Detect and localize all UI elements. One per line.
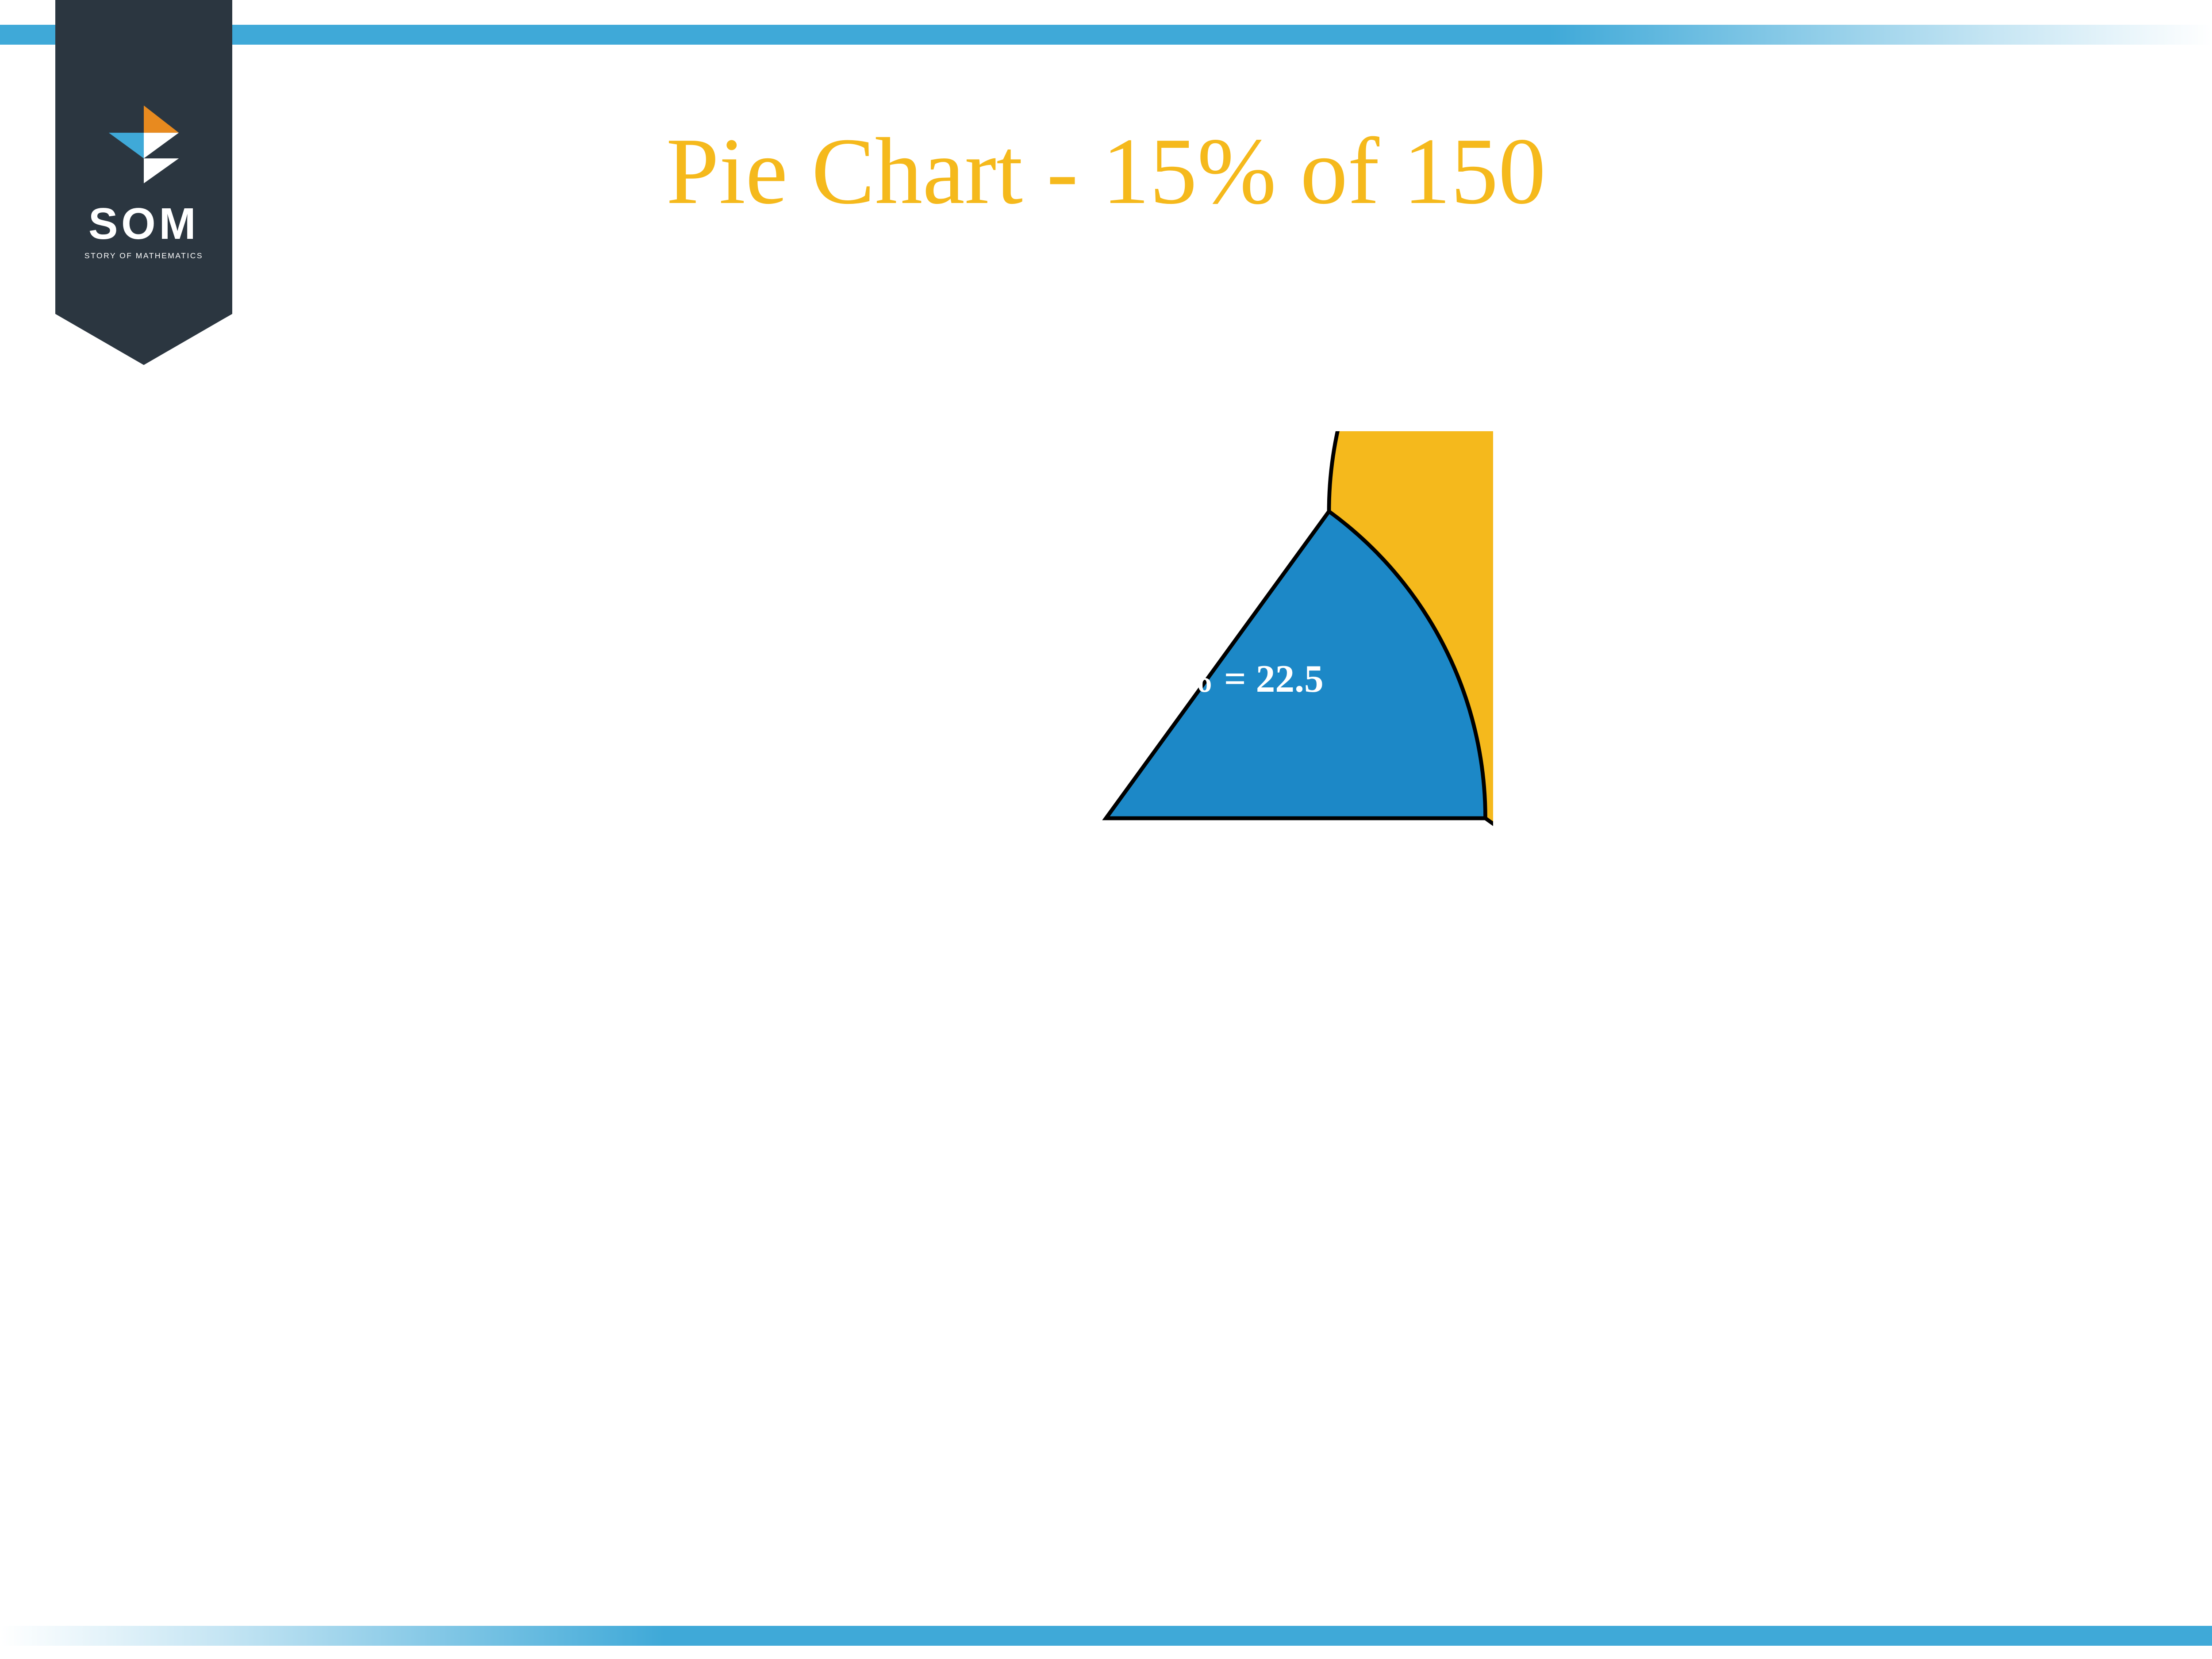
logo-shape-right <box>144 133 179 158</box>
page-title: Pie Chart - 15% of 150 <box>666 116 1546 226</box>
logo-shape-top <box>144 106 179 133</box>
logo-badge: SOM STORY OF MATHEMATICS <box>55 0 232 365</box>
page-container: SOM STORY OF MATHEMATICS Pie Chart - 15%… <box>0 0 2212 1659</box>
bottom-border-bar <box>0 1626 2212 1646</box>
pie-chart-wrapper: 85% 15% = 22.5 <box>719 431 1493 1207</box>
slice-label-minor: 15% = 22.5 <box>1137 656 1324 701</box>
logo-subtext: STORY OF MATHEMATICS <box>84 251 203 261</box>
logo-shape-left <box>109 133 144 158</box>
logo-icon <box>105 104 183 184</box>
top-border-bar <box>0 25 2212 45</box>
logo-shape-bottom <box>144 158 179 183</box>
logo-text: SOM <box>88 199 199 249</box>
pie-chart-svg <box>719 431 1493 1205</box>
slice-label-major: 85% <box>920 664 1035 731</box>
